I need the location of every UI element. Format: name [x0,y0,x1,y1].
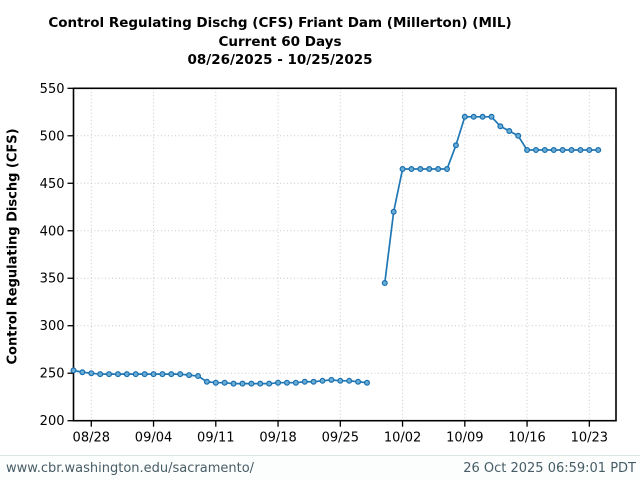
data-point [141,371,148,378]
data-point [212,379,219,386]
x-tick-label: 09/25 [322,431,359,446]
data-line [383,115,599,284]
data-point [337,377,344,384]
data-point [266,380,273,387]
data-point [177,371,184,378]
data-point [461,113,468,120]
data-point [310,378,317,385]
data-point [70,367,77,374]
data-point [230,380,237,387]
data-point [550,147,557,154]
axes-box [72,87,617,422]
y-tick-label: 400 [40,224,65,239]
data-point [524,147,531,154]
y-tick-label: 450 [40,177,65,192]
data-point [541,147,548,154]
data-point [515,132,522,139]
data-point [301,378,308,385]
x-tick-label: 09/11 [197,431,234,446]
data-point [452,142,459,149]
data-point [168,371,175,378]
data-point [381,279,388,286]
data-point [239,380,246,387]
y-tick-label: 500 [40,129,65,144]
y-tick-label: 300 [40,319,65,334]
data-point [363,379,370,386]
data-point [203,378,210,385]
data-point [577,147,584,154]
data-point [79,369,86,376]
data-point [470,113,477,120]
data-point [444,166,451,173]
data-point [150,371,157,378]
data-point [586,147,593,154]
data-point [319,377,326,384]
data-point [257,380,264,387]
data-point [488,113,495,120]
data-point [275,379,282,386]
data-point [195,373,202,380]
data-point [426,166,433,173]
x-tick-label: 10/09 [446,431,483,446]
y-tick-label: 200 [40,414,65,429]
data-point [568,147,575,154]
data-point [435,166,442,173]
data-point [532,147,539,154]
x-tick-label: 10/16 [508,431,545,446]
data-point [123,371,130,378]
data-line [73,369,368,385]
chart-subtitle: Current 60 Days [218,33,342,50]
x-tick-label: 09/04 [135,431,172,446]
y-tick-label: 550 [40,82,65,97]
data-point [159,371,166,378]
data-point [479,113,486,120]
data-point [248,380,255,387]
data-point [497,123,504,130]
data-point [186,372,193,379]
data-point [506,128,513,135]
chart-title-block: Control Regulating Dischg (CFS) Friant D… [0,14,560,70]
x-tick-label: 10/23 [571,431,608,446]
data-point [88,370,95,377]
x-tick-label: 09/18 [259,431,296,446]
y-tick-label: 250 [40,367,65,382]
data-point [417,166,424,173]
data-point [328,376,335,383]
y-tick-label: 350 [40,272,65,287]
data-point [283,379,290,386]
chart-date-range: 08/26/2025 - 10/25/2025 [187,52,373,68]
data-point [559,147,566,154]
data-point [97,371,104,378]
line-chart-plot: 200 250 300 350 400 450 500 550 08/28 09/04 09/11 0… [40,82,617,446]
footer-bar: www.cbr.washington.edu/sacramento/ 26 Oc… [0,455,640,480]
data-point [106,371,113,378]
chart-figure: Control Regulating Dischg (CFS) Friant D… [0,14,617,446]
data-point [292,379,299,386]
data-point [346,377,353,384]
data-point [399,166,406,173]
data-point [355,378,362,385]
data-point [114,371,121,378]
data-point [390,208,397,215]
generated-timestamp: 26 Oct 2025 06:59:01 PDT [463,460,636,476]
data-point [132,371,139,378]
source-url: www.cbr.washington.edu/sacramento/ [6,460,255,476]
x-tick-label: 10/02 [384,431,421,446]
data-point [221,379,228,386]
x-tick-label: 08/28 [73,431,110,446]
data-point [595,147,602,154]
chart-title: Control Regulating Dischg (CFS) Friant D… [48,15,512,31]
data-point [408,166,415,173]
